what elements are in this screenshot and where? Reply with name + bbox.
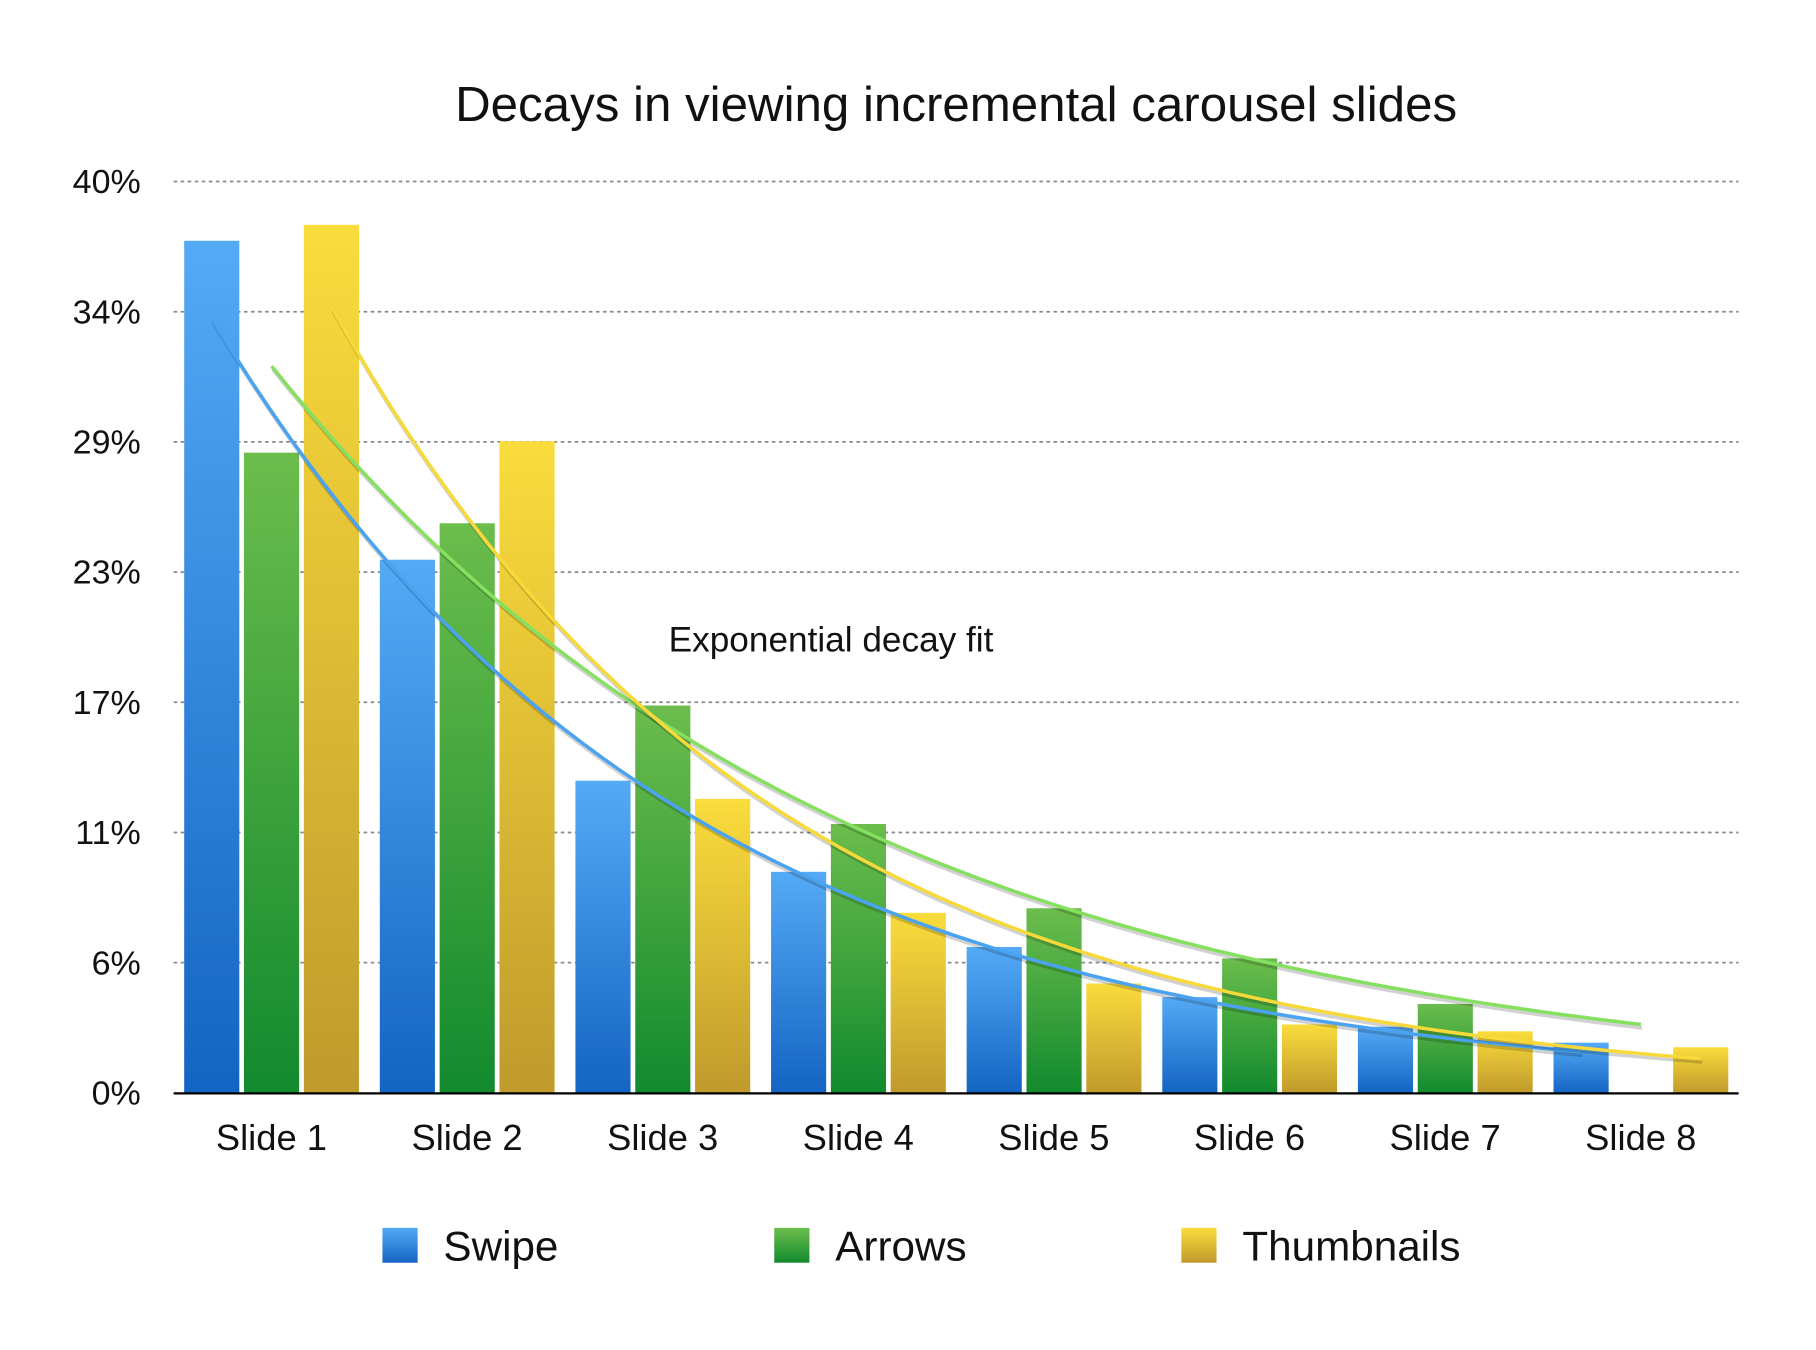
bar-swipe-6 (1162, 997, 1218, 1093)
legend-swatch-arrows (774, 1227, 810, 1263)
fit-shadow (271, 368, 1643, 1030)
fit-curve-arrows (270, 365, 1642, 1027)
fit-annotation: Exponential decay fit (669, 621, 994, 660)
bar-arrows-4 (830, 823, 887, 1093)
chart-title: Decays in viewing incremental carousel s… (455, 78, 1457, 132)
y-tick-label: 17% (73, 684, 141, 722)
fit-curve-swipe (210, 317, 1582, 1054)
bar-swipe-5 (966, 947, 1022, 1093)
legend-swatch-thumbnails (1181, 1227, 1217, 1263)
x-tick-label: Slide 5 (998, 1117, 1109, 1158)
y-axis-ticks: 0% 6% 11% 17% 23% 29% 34% 40% (73, 163, 141, 1112)
bar-thumbnails-4 (890, 912, 946, 1093)
x-tick-label: Slide 4 (803, 1117, 914, 1158)
x-axis-ticks: Slide 1 Slide 2 Slide 3 Slide 4 Slide 5 Slide… (216, 1117, 1697, 1158)
x-tick-label: Slide 1 (216, 1117, 327, 1158)
bar-arrows-5 (1026, 908, 1082, 1093)
y-tick-label: 23% (73, 554, 141, 592)
fit-curves (210, 306, 1703, 1064)
bar-thumbnails-5 (1086, 983, 1142, 1093)
bar-arrows-3 (635, 705, 691, 1093)
bars (184, 224, 1729, 1093)
legend-label: Arrows (835, 1223, 966, 1270)
y-tick-label: 0% (92, 1075, 141, 1113)
bar-arrows-2 (439, 523, 495, 1093)
bar-swipe-4 (771, 871, 827, 1093)
y-tick-label: 34% (73, 293, 141, 331)
bar-thumbnails-2 (499, 441, 555, 1093)
y-tick-label: 40% (73, 163, 141, 201)
y-tick-label: 6% (92, 944, 141, 982)
fit-curve-thumbnails (329, 306, 1701, 1061)
legend-label: Thumbnails (1242, 1223, 1460, 1270)
x-tick-label: Slide 2 (411, 1117, 522, 1158)
legend-label: Swipe (443, 1223, 558, 1270)
legend-swatch-swipe (382, 1227, 418, 1263)
bar-arrows-6 (1222, 958, 1278, 1093)
bar-thumbnails-6 (1281, 1024, 1338, 1093)
y-tick-label: 29% (73, 424, 141, 462)
bar-swipe-7 (1357, 1026, 1414, 1093)
bar-arrows-1 (244, 452, 300, 1093)
x-tick-label: Slide 8 (1585, 1117, 1696, 1158)
y-tick-label: 11% (75, 814, 141, 852)
x-tick-label: Slide 3 (607, 1117, 718, 1158)
bar-arrows-7 (1417, 1003, 1473, 1093)
x-tick-label: Slide 6 (1194, 1117, 1305, 1158)
legend: Swipe Arrows Thumbnails (382, 1223, 1461, 1270)
bar-thumbnails-3 (695, 798, 751, 1093)
x-tick-label: Slide 7 (1390, 1117, 1501, 1158)
bar-thumbnails-1 (303, 224, 359, 1093)
bar-swipe-2 (379, 559, 435, 1093)
bar-swipe-3 (575, 780, 631, 1093)
bar-swipe-1 (184, 240, 240, 1093)
bar-thumbnails-8 (1673, 1047, 1729, 1093)
